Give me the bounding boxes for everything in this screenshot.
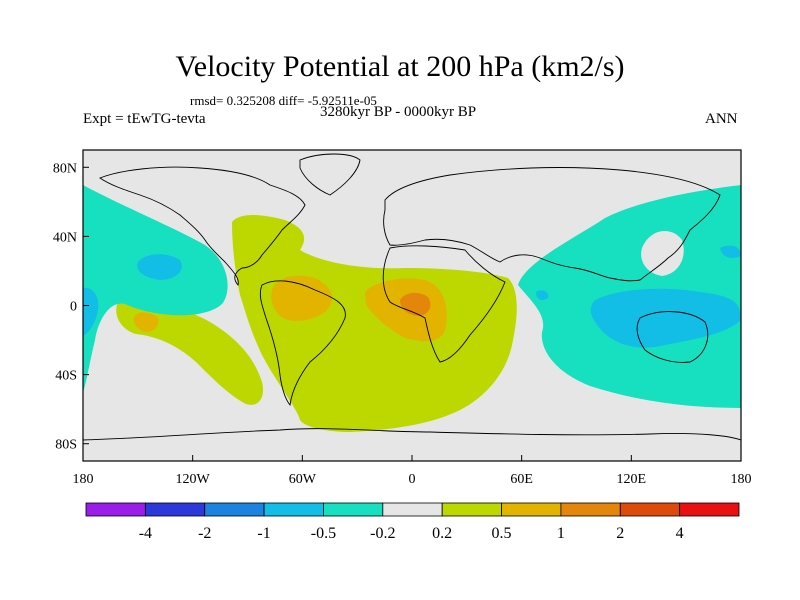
colorbar-label: 2	[616, 525, 624, 542]
colorbar-swatch	[144, 502, 206, 517]
coastlines	[83, 153, 741, 441]
x-tick-label: 60E	[510, 472, 533, 487]
x-tick-label: 60W	[289, 472, 317, 487]
colorbar-label: -2	[198, 525, 211, 542]
colorbar: -4 -2 -1 -0.5 -0.2 0.2 0.5 1 2 4	[85, 502, 740, 542]
stats-label: rmsd= 0.325208 diff= -5.92511e-05	[190, 93, 377, 108]
map-title: Velocity Potential at 200 hPa (km2/s)	[175, 50, 625, 83]
coast-south-america	[259, 280, 346, 407]
colorbar-swatch	[441, 502, 502, 517]
x-axis: 180 120W 60W 0 60E 120E 180	[73, 455, 752, 487]
colorbar-swatch	[679, 502, 740, 517]
colorbar-label: -1	[257, 525, 270, 542]
colorbar-swatch	[323, 502, 384, 517]
region-positive-south-pacific-core	[133, 312, 159, 332]
x-tick-label: 120W	[176, 472, 211, 487]
y-tick-label: 0	[70, 300, 77, 315]
colorbar-label: -0.5	[311, 525, 336, 542]
x-tick-label: 180	[731, 472, 752, 487]
coast-africa	[382, 245, 506, 363]
region-negative-small-core	[720, 245, 741, 258]
colorbar-swatch	[560, 502, 621, 517]
coast-antarctica	[83, 428, 741, 441]
region-negative-maritime-continent	[590, 288, 741, 348]
region-positive-basin	[232, 215, 517, 432]
colorbar-label: -0.2	[370, 525, 395, 542]
region-negative-north-pacific	[83, 185, 228, 392]
x-tick-label: 180	[73, 472, 94, 487]
coast-north-america	[99, 166, 306, 286]
colorbar-label: 0.2	[432, 525, 452, 542]
y-tick-label: 40S	[55, 369, 77, 384]
field-layer	[83, 185, 741, 432]
colorbar-swatch	[619, 502, 681, 517]
x-tick-label: 0	[409, 472, 416, 487]
y-tick-label: 80S	[55, 438, 77, 453]
colorbar-label: 1	[557, 525, 565, 542]
region-negative-small-core-2	[536, 290, 549, 300]
period-label: 3280kyr BP - 0000kyr BP	[320, 104, 477, 120]
coast-europe-asia	[383, 167, 721, 282]
colorbar-swatch	[204, 502, 265, 517]
region-negative-dateline	[83, 287, 99, 336]
colorbar-swatch	[501, 502, 562, 517]
colorbar-swatch	[85, 502, 146, 517]
y-axis: 80N 40N 0 40S 80S	[53, 161, 89, 453]
region-positive-amazon	[271, 275, 333, 321]
colorbar-swatch	[263, 502, 324, 517]
y-tick-label: 80N	[53, 161, 77, 176]
colorbar-label: 0.5	[492, 525, 512, 542]
x-tick-label: 120E	[617, 472, 647, 487]
region-neutral-nw-pacific	[641, 230, 684, 276]
season-label: ANN	[705, 111, 738, 127]
y-tick-label: 40N	[53, 230, 77, 245]
experiment-label: Expt = tEwTG-tevta	[83, 111, 206, 127]
region-negative-north-pacific-core	[137, 254, 182, 280]
colorbar-label: -4	[139, 525, 152, 542]
colorbar-label: 4	[676, 525, 684, 542]
coast-greenland	[299, 153, 361, 196]
colorbar-swatch	[382, 502, 443, 517]
coast-australia	[636, 311, 709, 363]
